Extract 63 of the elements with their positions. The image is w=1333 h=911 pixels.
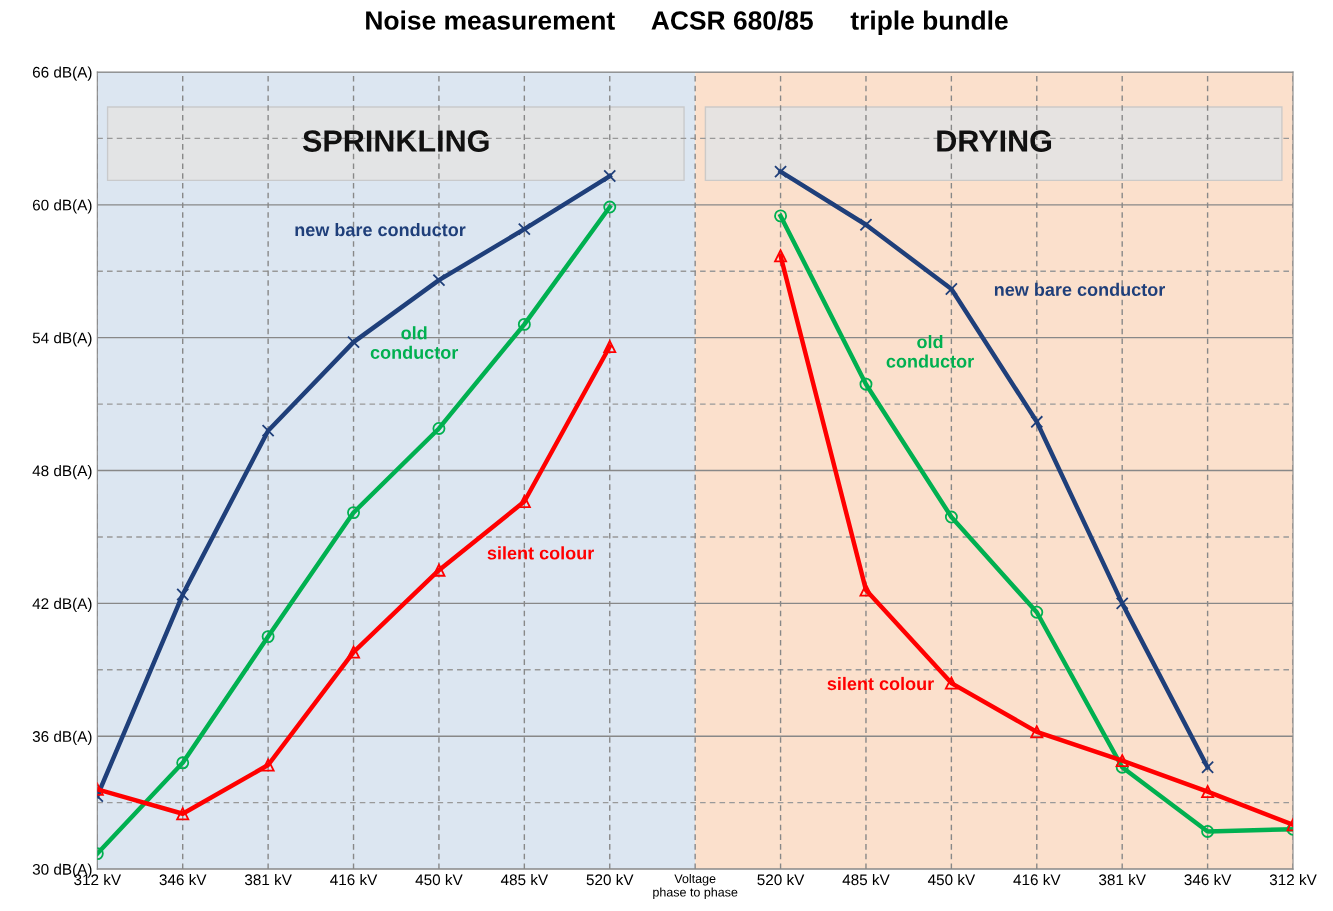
x-tick-label: 485 kV bbox=[842, 873, 890, 886]
point bbox=[774, 249, 788, 263]
point bbox=[1030, 415, 1044, 429]
x-tick-label: 450 kV bbox=[415, 873, 463, 886]
point bbox=[944, 510, 958, 524]
point bbox=[1115, 754, 1129, 768]
y-tick-label: 42 dB(A) bbox=[32, 597, 92, 613]
series-label: silent colour bbox=[827, 676, 934, 691]
point bbox=[347, 335, 360, 349]
x-tick-label: 312 kV bbox=[1269, 873, 1317, 886]
point bbox=[603, 340, 617, 353]
y-tick-label: 66 dB(A) bbox=[32, 66, 92, 81]
point bbox=[859, 583, 873, 597]
point bbox=[176, 756, 190, 770]
point bbox=[859, 218, 873, 232]
point bbox=[603, 169, 617, 183]
x-tick-label: Voltage phase to phase bbox=[653, 873, 738, 900]
x-tick-label: 520 kV bbox=[757, 873, 805, 886]
point bbox=[603, 200, 617, 214]
point bbox=[1201, 824, 1215, 838]
point bbox=[517, 222, 531, 236]
x-tick-label: 520 kV bbox=[586, 873, 634, 886]
annotation: DRYING bbox=[937, 130, 1052, 152]
x-tick-label: 485 kV bbox=[500, 873, 549, 886]
point bbox=[1030, 725, 1044, 739]
point bbox=[347, 645, 360, 659]
x-tick-label: 346 kV bbox=[1184, 873, 1232, 886]
point bbox=[347, 506, 360, 520]
point bbox=[432, 273, 446, 287]
point bbox=[774, 209, 788, 223]
point bbox=[261, 630, 275, 644]
x-tick-label: 416 kV bbox=[330, 873, 378, 886]
x-tick-label: 450 kV bbox=[927, 873, 976, 886]
point bbox=[261, 758, 275, 772]
series-label: new bare conductor bbox=[295, 222, 466, 237]
chart-title: Noise measurement ACSR 680/85 triple bundle bbox=[366, 10, 1008, 36]
point bbox=[261, 424, 275, 438]
x-tick-label: 381 kV bbox=[244, 873, 292, 886]
point bbox=[1030, 605, 1044, 619]
text: silent colour bbox=[487, 546, 594, 560]
x-tick-label: 381 kV bbox=[1099, 873, 1146, 886]
y-tick-label: 36 dB(A) bbox=[32, 730, 92, 745]
point bbox=[176, 588, 190, 601]
y-tick-label: 48 dB(A) bbox=[32, 465, 92, 480]
point bbox=[774, 165, 788, 179]
point bbox=[1201, 760, 1215, 774]
x-tick-label: 346 kV bbox=[159, 873, 207, 886]
point bbox=[176, 807, 190, 821]
point bbox=[517, 317, 531, 331]
point bbox=[432, 422, 446, 435]
point bbox=[1201, 785, 1215, 799]
point bbox=[1115, 596, 1129, 610]
text: new bare conductor bbox=[994, 282, 1165, 297]
point bbox=[944, 282, 958, 296]
point bbox=[859, 377, 873, 391]
point bbox=[432, 563, 446, 577]
series-label: old conductor bbox=[886, 335, 974, 368]
point bbox=[944, 676, 958, 690]
annotation: SPRINKLING bbox=[302, 130, 489, 152]
x-tick-label: 416 kV bbox=[1013, 873, 1061, 886]
y-tick-label: 60 dB(A) bbox=[32, 199, 92, 214]
y-tick-label: 54 dB(A) bbox=[32, 332, 92, 347]
text: old conductor bbox=[370, 326, 459, 359]
